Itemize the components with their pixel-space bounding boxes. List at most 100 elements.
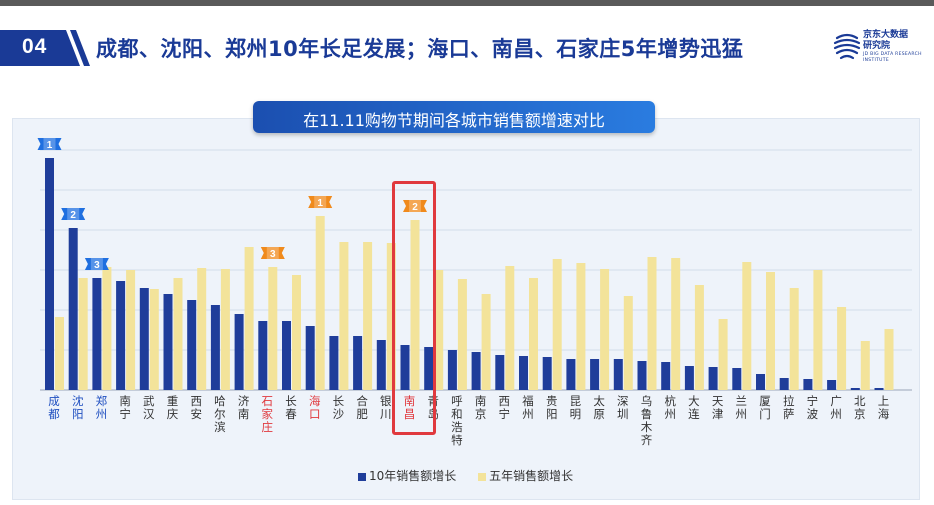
x-tick-label-31: 萨	[783, 407, 795, 421]
x-tick-label-28: 津	[712, 407, 724, 421]
x-tick-label-23: 太	[593, 394, 605, 408]
x-tick-label-28: 天	[712, 394, 724, 408]
bar-10yr-33	[827, 380, 837, 390]
x-tick-label-17: 浩	[451, 420, 463, 434]
x-tick-label-12: 长	[333, 394, 345, 408]
bar-10yr-18	[471, 352, 481, 390]
bar-5yr-12	[339, 242, 349, 390]
bar-10yr-16	[424, 347, 434, 390]
legend-item-5yr: 五年销售额增长	[478, 467, 573, 484]
rank-badge-center	[409, 200, 421, 212]
x-tick-label-12: 沙	[333, 407, 345, 421]
legend-item-10yr: 10年销售额增长	[358, 467, 456, 484]
bar-10yr-9	[258, 321, 268, 390]
bar-10yr-20	[519, 356, 528, 390]
slide-headline: 成都、沈阳、郑州10年长足发展；海口、南昌、石家庄5年增势迅猛	[96, 37, 744, 61]
x-tick-label-25: 鲁	[641, 407, 653, 421]
bar-5yr-17	[457, 279, 467, 390]
x-tick-label-13: 肥	[356, 407, 368, 421]
x-tick-label-26: 杭	[664, 394, 676, 408]
rank-badge-center	[266, 247, 279, 259]
bar-5yr-11	[315, 216, 325, 390]
rank-badge-ribbon	[403, 200, 427, 212]
x-tick-label-0: 成	[48, 394, 60, 408]
x-tick-label-21: 贵	[546, 394, 558, 408]
bar-5yr-10	[292, 275, 301, 390]
bar-5yr-15	[410, 220, 420, 390]
rank-badge-5: 3	[260, 247, 285, 260]
bar-5yr-19	[505, 266, 515, 390]
bar-5yr-25	[647, 257, 657, 390]
x-tick-label-0: 都	[48, 407, 60, 421]
x-tick-label-32: 波	[807, 407, 819, 421]
bar-10yr-1	[68, 228, 78, 390]
x-tick-label-4: 汉	[143, 407, 155, 421]
x-tick-label-25: 乌	[641, 394, 653, 408]
bar-5yr-8	[244, 247, 254, 390]
x-tick-label-10: 长	[285, 394, 297, 408]
bar-10yr-30	[756, 374, 765, 390]
bar-5yr-7	[220, 269, 230, 390]
bar-10yr-19	[495, 355, 505, 390]
x-tick-label-2: 郑	[96, 394, 108, 408]
bar-5yr-35	[884, 329, 894, 390]
bar-5yr-33	[837, 307, 847, 390]
bar-5yr-26	[671, 258, 681, 390]
bar-5yr-18	[481, 294, 491, 390]
x-tick-label-35: 上	[878, 394, 890, 408]
x-tick-label-19: 西	[499, 394, 511, 408]
rank-badge-ribbon	[308, 196, 333, 208]
x-tick-label-30: 门	[759, 407, 771, 421]
logo-subtext: JD BIG DATA RESEARCH INSTITUTE	[863, 52, 922, 63]
logo-text-line1: 京东大数据	[863, 30, 909, 40]
bar-5yr-22	[576, 263, 586, 390]
x-tick-label-34: 北	[854, 394, 866, 408]
x-tick-label-2: 州	[96, 407, 108, 421]
bar-10yr-15	[400, 345, 410, 390]
legend-swatch-10yr	[358, 472, 366, 481]
bar-10yr-11	[305, 326, 315, 390]
x-tick-label-24: 圳	[617, 407, 629, 421]
bar-10yr-35	[874, 388, 884, 390]
top-bar	[0, 0, 934, 6]
x-tick-label-9: 庄	[262, 420, 274, 434]
bar-10yr-22	[566, 359, 576, 390]
bar-5yr-6	[197, 268, 207, 390]
bar-10yr-2	[92, 278, 102, 390]
bar-10yr-4	[139, 288, 149, 390]
bar-5yr-3	[126, 270, 136, 390]
slide-number-badge: 04	[0, 30, 92, 66]
rank-badge-number: 1	[47, 140, 53, 151]
bar-5yr-13	[363, 242, 373, 390]
bar-10yr-10	[282, 321, 291, 390]
legend-label-10yr: 10年销售额增长	[369, 469, 457, 483]
bar-5yr-21	[552, 259, 562, 390]
x-tick-label-31: 拉	[783, 394, 795, 408]
x-tick-label-20: 福	[522, 394, 534, 408]
x-tick-label-33: 广	[830, 394, 842, 408]
bar-10yr-8	[234, 314, 244, 390]
x-tick-label-19: 宁	[499, 407, 511, 421]
jd-big-data-logo: 京东大数据 研究院 JD BIG DATA RESEARCH INSTITUTE	[833, 30, 925, 66]
x-tick-label-32: 宁	[807, 394, 819, 408]
x-tick-label-14: 川	[380, 407, 392, 421]
rank-badge-number: 3	[94, 260, 100, 271]
bar-10yr-6	[187, 300, 197, 390]
x-tick-label-8: 南	[238, 407, 250, 421]
x-tick-label-7: 哈	[214, 394, 226, 408]
bar-10yr-14	[376, 340, 386, 390]
x-tick-label-7: 滨	[214, 420, 226, 434]
x-tick-label-22: 昆	[570, 394, 582, 408]
legend-swatch-5yr	[478, 472, 487, 481]
x-tick-label-3: 宁	[119, 407, 131, 421]
x-tick-label-15: 南	[404, 394, 416, 408]
bar-5yr-23	[600, 269, 610, 390]
x-tick-label-7: 尔	[214, 407, 226, 421]
x-tick-label-23: 原	[593, 407, 605, 421]
bar-5yr-0	[55, 317, 64, 390]
bar-5yr-28	[718, 319, 728, 390]
rank-badge-number: 2	[412, 202, 418, 213]
bar-10yr-29	[732, 368, 742, 390]
bar-5yr-31	[789, 288, 799, 390]
bar-5yr-24	[623, 296, 633, 390]
